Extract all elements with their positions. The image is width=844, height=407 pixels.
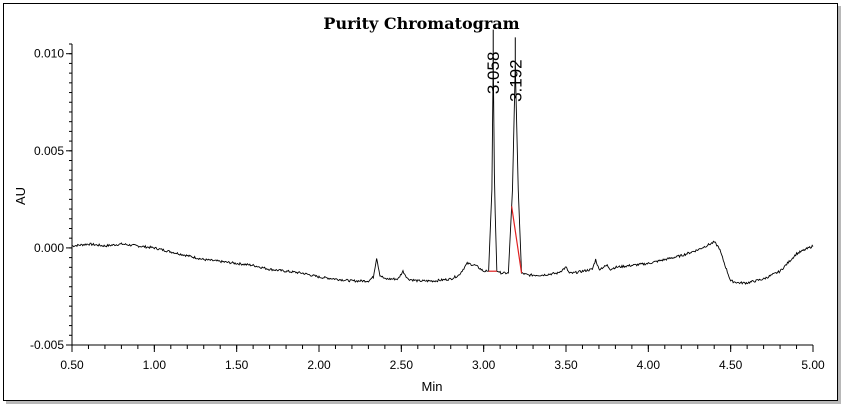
peak-baseline [511,206,523,274]
x-axis-label: Min [422,379,443,394]
y-axis-label: AU [13,187,28,205]
y-tick-label: 0.000 [34,241,64,255]
chart-frame: Purity Chromatogram [3,3,838,401]
x-tick-label: 1.00 [143,358,167,372]
axes: 0.50 1.00 1.50 2.00 2.50 3.00 3.50 4.00 4.50 5.00… [30,43,825,372]
x-tick-label: 4.00 [637,358,661,372]
y-tick-label: 0.005 [34,144,64,158]
x-tick-label: 3.00 [472,358,496,372]
y-tick-label: 0.010 [34,47,64,61]
x-tick-label: 2.00 [307,358,331,372]
peak-label: 3.058 [484,52,503,95]
series-line [71,57,814,285]
x-tick-label: 1.50 [225,358,249,372]
peak-label: 3.192 [506,59,525,102]
x-tick-label: 3.50 [554,358,578,372]
chart-title: Purity Chromatogram [323,14,520,33]
x-tick-label: 5.00 [801,358,825,372]
x-tick-label: 2.50 [390,358,414,372]
y-tick-label: -0.005 [30,338,64,352]
x-tick-label: 4.50 [719,358,743,372]
x-tick-label: 0.50 [60,358,84,372]
plot-area: 3.058 3.192 [71,29,814,285]
